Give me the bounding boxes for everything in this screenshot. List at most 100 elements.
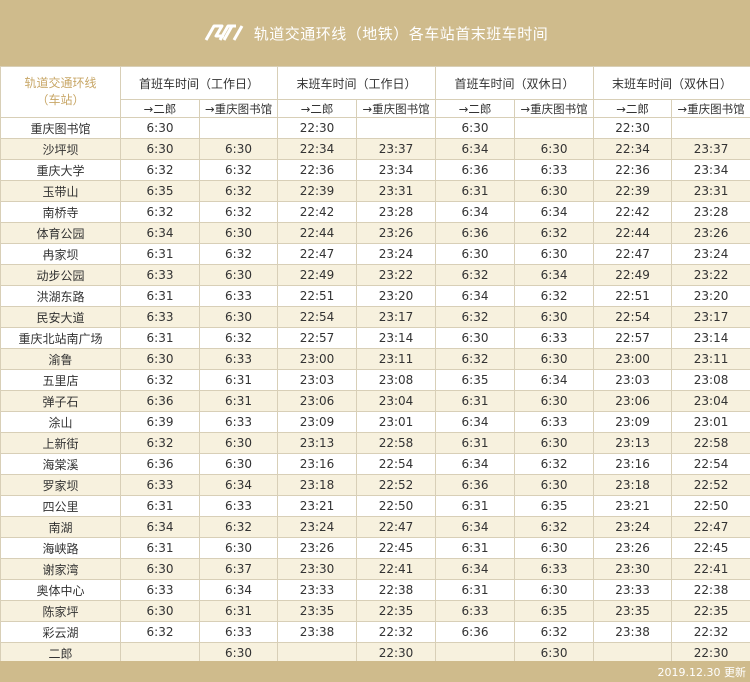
- time-cell: 6:32: [198, 243, 279, 265]
- time-cell: 22:47: [671, 516, 750, 538]
- time-cell: 22:58: [356, 432, 437, 454]
- time-cell: 22:45: [356, 537, 437, 559]
- time-cell: 6:31: [435, 495, 516, 517]
- time-cell: 6:32: [198, 201, 279, 223]
- time-cell: 22:54: [671, 453, 750, 475]
- time-cell: 6:32: [198, 327, 279, 349]
- time-cell: 6:32: [198, 159, 279, 181]
- time-cell: 6:36: [120, 390, 200, 412]
- direction-header: →重庆图书馆: [356, 99, 437, 118]
- time-cell: 6:34: [120, 516, 200, 538]
- station-name-cell: 彩云湖: [0, 621, 121, 643]
- time-cell: [356, 117, 437, 139]
- time-cell: 6:34: [120, 222, 200, 244]
- time-cell: 6:30: [514, 138, 595, 160]
- time-cell: 23:18: [277, 474, 358, 496]
- time-cell: 22:52: [671, 474, 750, 496]
- table-row: 体育公园 6:34 6:30 22:44 23:26 6:36 6:32 22:44 23:26: [0, 222, 750, 244]
- table-row: 玉带山 6:35 6:32 22:39 23:31 6:31 6:30 22:39 23:31: [0, 180, 750, 202]
- time-cell: 6:33: [435, 600, 516, 622]
- time-cell: 6:30: [514, 180, 595, 202]
- station-name-cell: 重庆北站南广场: [0, 327, 121, 349]
- time-cell: 22:42: [593, 201, 673, 223]
- time-cell: 6:36: [435, 621, 516, 643]
- time-cell: 23:04: [671, 390, 750, 412]
- time-cell: 6:32: [120, 621, 200, 643]
- table-row: 南湖 6:34 6:32 23:24 22:47 6:34 6:32 23:24 22:47: [0, 516, 750, 538]
- time-cell: 6:34: [435, 516, 516, 538]
- time-cell: 6:30: [120, 558, 200, 580]
- table-row: 奥体中心 6:33 6:34 23:33 22:38 6:31 6:30 23:33 22:38: [0, 579, 750, 601]
- time-cell: 23:01: [356, 411, 437, 433]
- table-row: 渝鲁 6:30 6:33 23:00 23:11 6:32 6:30 23:00 23:11: [0, 348, 750, 370]
- station-name-cell: 涂山: [0, 411, 121, 433]
- time-cell: 6:30: [514, 642, 595, 664]
- time-cell: 6:30: [198, 138, 279, 160]
- time-cell: 6:31: [198, 390, 279, 412]
- time-cell: 23:01: [671, 411, 750, 433]
- station-name-cell: 重庆大学: [0, 159, 121, 181]
- time-cell: 23:37: [671, 138, 750, 160]
- table-row: 南桥寺 6:32 6:32 22:42 23:28 6:34 6:34 22:42 23:28: [0, 201, 750, 223]
- time-cell: 23:38: [593, 621, 673, 643]
- time-cell: 22:52: [356, 474, 437, 496]
- time-cell: 6:30: [435, 117, 516, 139]
- time-cell: 6:33: [514, 159, 595, 181]
- time-cell: 6:30: [514, 348, 595, 370]
- time-cell: 22:54: [356, 453, 437, 475]
- time-cell: 23:38: [277, 621, 358, 643]
- table-row: 动步公园 6:33 6:30 22:49 23:22 6:32 6:34 22:49 23:22: [0, 264, 750, 286]
- time-cell: 6:30: [435, 327, 516, 349]
- station-name-cell: 海峡路: [0, 537, 121, 559]
- time-cell: 6:32: [120, 432, 200, 454]
- time-cell: 23:06: [593, 390, 673, 412]
- time-cell: 6:31: [198, 369, 279, 391]
- time-cell: 22:47: [593, 243, 673, 265]
- time-cell: 6:31: [435, 390, 516, 412]
- time-cell: 23:26: [593, 537, 673, 559]
- time-cell: 23:28: [356, 201, 437, 223]
- time-cell: 6:34: [198, 474, 279, 496]
- table-row: 重庆图书馆 6:30 22:30 6:30 22:30: [0, 117, 750, 139]
- time-cell: 6:30: [514, 579, 595, 601]
- table-row: 海峡路 6:31 6:30 23:26 22:45 6:31 6:30 23:26 22:45: [0, 537, 750, 559]
- time-cell: 6:34: [435, 201, 516, 223]
- time-cell: 6:33: [120, 264, 200, 286]
- time-cell: 6:33: [198, 348, 279, 370]
- time-cell: 22:50: [356, 495, 437, 517]
- time-cell: 23:17: [356, 306, 437, 328]
- station-name-cell: 罗家坝: [0, 474, 121, 496]
- time-cell: 22:49: [593, 264, 673, 286]
- time-cell: 6:33: [198, 411, 279, 433]
- time-cell: 22:47: [356, 516, 437, 538]
- time-cell: 23:18: [593, 474, 673, 496]
- station-name-cell: 民安大道: [0, 306, 121, 328]
- time-cell: 23:26: [277, 537, 358, 559]
- time-cell: 6:33: [120, 306, 200, 328]
- time-cell: 22:54: [593, 306, 673, 328]
- corner-sub-label: （车站）: [36, 93, 85, 107]
- time-cell: 22:51: [593, 285, 673, 307]
- table-row: 重庆大学 6:32 6:32 22:36 23:34 6:36 6:33 22:36 23:34: [0, 159, 750, 181]
- time-cell: 23:34: [356, 159, 437, 181]
- time-cell: 23:30: [277, 558, 358, 580]
- time-cell: 22:30: [593, 117, 673, 139]
- schedule-body: 重庆图书馆 6:30 22:30 6:30 22:30 沙坪坝 6:30 6:30 22:34 2…: [0, 117, 750, 664]
- station-name-cell: 沙坪坝: [0, 138, 121, 160]
- station-name-cell: 陈家坪: [0, 600, 121, 622]
- time-cell: 6:31: [435, 432, 516, 454]
- time-cell: 6:39: [120, 411, 200, 433]
- direction-header: →重庆图书馆: [198, 99, 279, 118]
- time-cell: 6:32: [435, 348, 516, 370]
- time-cell: 6:32: [514, 516, 595, 538]
- time-cell: 6:33: [514, 327, 595, 349]
- time-cell: 22:34: [277, 138, 358, 160]
- time-cell: 23:09: [593, 411, 673, 433]
- time-cell: 6:34: [435, 558, 516, 580]
- time-cell: 23:31: [356, 180, 437, 202]
- page-header: [0, 0, 750, 66]
- time-cell: 23:35: [593, 600, 673, 622]
- time-cell: 23:16: [277, 453, 358, 475]
- time-cell: 6:30: [514, 243, 595, 265]
- time-cell: 22:34: [593, 138, 673, 160]
